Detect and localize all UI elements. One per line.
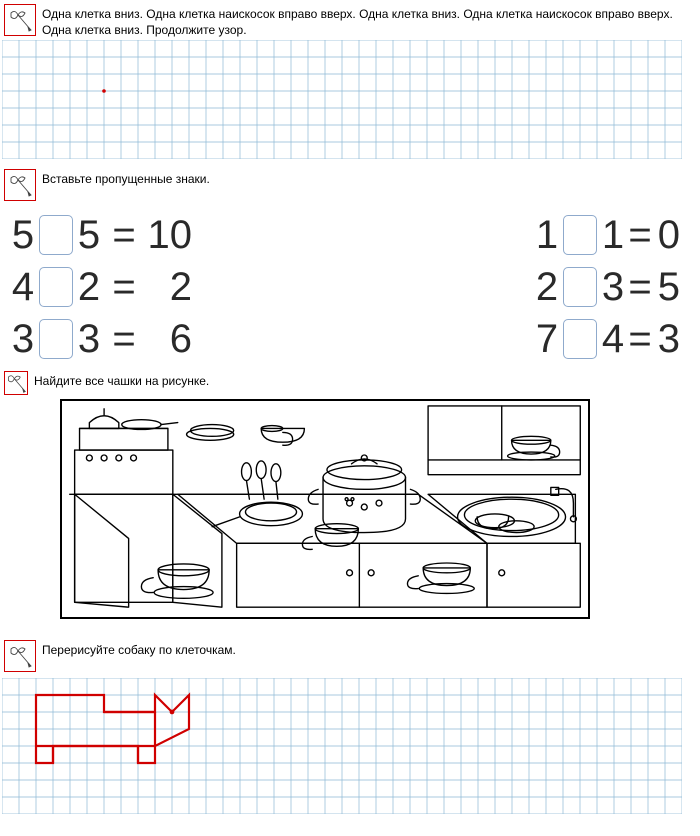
task1-header: Одна клетка вниз. Одна клетка наискосок …: [4, 4, 700, 38]
equation-row: 74=3: [534, 313, 680, 365]
equations-right-col: 11=023=574=3: [534, 209, 680, 365]
operator-blank[interactable]: [39, 215, 73, 255]
equals-sign: =: [102, 265, 146, 310]
eq-operand: 5: [76, 213, 102, 258]
operator-blank[interactable]: [563, 267, 597, 307]
equations-left-col: 55=1042=233=6: [10, 209, 192, 365]
butterfly-pencil-icon: [4, 640, 36, 672]
eq-operand: 1: [534, 213, 560, 258]
eq-operand: 7: [534, 317, 560, 362]
operator-blank[interactable]: [563, 215, 597, 255]
equation-row: 42=2: [10, 261, 192, 313]
eq-operand: 4: [10, 265, 36, 310]
equation-row: 33=6: [10, 313, 192, 365]
eq-operand: 3: [10, 317, 36, 362]
equals-sign: =: [102, 213, 146, 258]
butterfly-pencil-icon: [4, 169, 36, 201]
equation-row: 11=0: [534, 209, 680, 261]
eq-result: 10: [146, 213, 192, 258]
eq-operand: 2: [534, 265, 560, 310]
eq-operand: 1: [600, 213, 626, 258]
task1-grid[interactable]: [2, 40, 696, 159]
operator-blank[interactable]: [563, 319, 597, 359]
eq-operand: 2: [76, 265, 102, 310]
eq-operand: 3: [76, 317, 102, 362]
task4-header: Перерисуйте собаку по клеточкам.: [4, 640, 700, 672]
eq-result: 5: [654, 265, 680, 310]
kitchen-picture[interactable]: [60, 399, 590, 619]
task3-text: Найдите все чашки на рисунке.: [34, 371, 700, 389]
butterfly-pencil-icon: [4, 371, 28, 395]
equation-row: 55=10: [10, 209, 192, 261]
eq-result: 2: [146, 265, 192, 310]
task2-text: Вставьте пропущенные знаки.: [42, 169, 700, 187]
eq-result: 0: [654, 213, 680, 258]
eq-result: 3: [654, 317, 680, 362]
eq-result: 6: [146, 317, 192, 362]
task3-header: Найдите все чашки на рисунке.: [4, 371, 700, 395]
equation-row: 23=5: [534, 261, 680, 313]
eq-operand: 3: [600, 265, 626, 310]
operator-blank[interactable]: [39, 319, 73, 359]
task2-header: Вставьте пропущенные знаки.: [4, 169, 700, 201]
equals-sign: =: [102, 317, 146, 362]
eq-operand: 5: [10, 213, 36, 258]
operator-blank[interactable]: [39, 267, 73, 307]
equations-block: 55=1042=233=6 11=023=574=3: [0, 203, 700, 369]
kitchen-picture-wrap: [60, 399, 700, 622]
butterfly-pencil-icon: [4, 4, 36, 36]
equals-sign: =: [626, 213, 654, 258]
task1-text: Одна клетка вниз. Одна клетка наискосок …: [42, 4, 700, 38]
task4-text: Перерисуйте собаку по клеточкам.: [42, 640, 700, 658]
equals-sign: =: [626, 317, 654, 362]
equals-sign: =: [626, 265, 654, 310]
task4-grid[interactable]: [2, 678, 696, 814]
eq-operand: 4: [600, 317, 626, 362]
